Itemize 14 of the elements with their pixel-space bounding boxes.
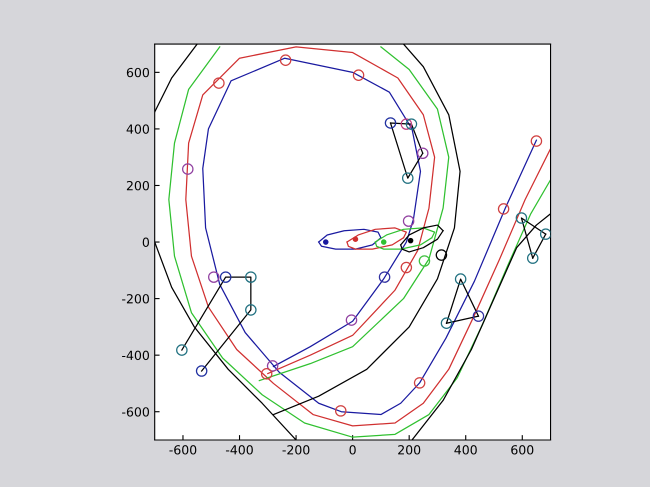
x-tick-label: -200 <box>282 445 310 455</box>
x-tick-label: 200 <box>398 445 420 455</box>
x-tick-label: -400 <box>226 445 253 455</box>
y-tick-label: 200 <box>126 180 150 190</box>
y-tick-label: 600 <box>126 68 150 78</box>
x-tick-label: 400 <box>454 445 477 455</box>
y-tick-label: 400 <box>126 124 150 134</box>
y-tick-label: -200 <box>122 294 150 304</box>
x-tick-label: 0 <box>349 445 356 455</box>
x-tick-label: -600 <box>169 445 196 455</box>
y-tick-label: -600 <box>122 407 150 417</box>
y-tick-label: 0 <box>142 238 150 247</box>
x-tick-label: 600 <box>511 445 534 455</box>
y-tick-label: -400 <box>122 350 150 360</box>
